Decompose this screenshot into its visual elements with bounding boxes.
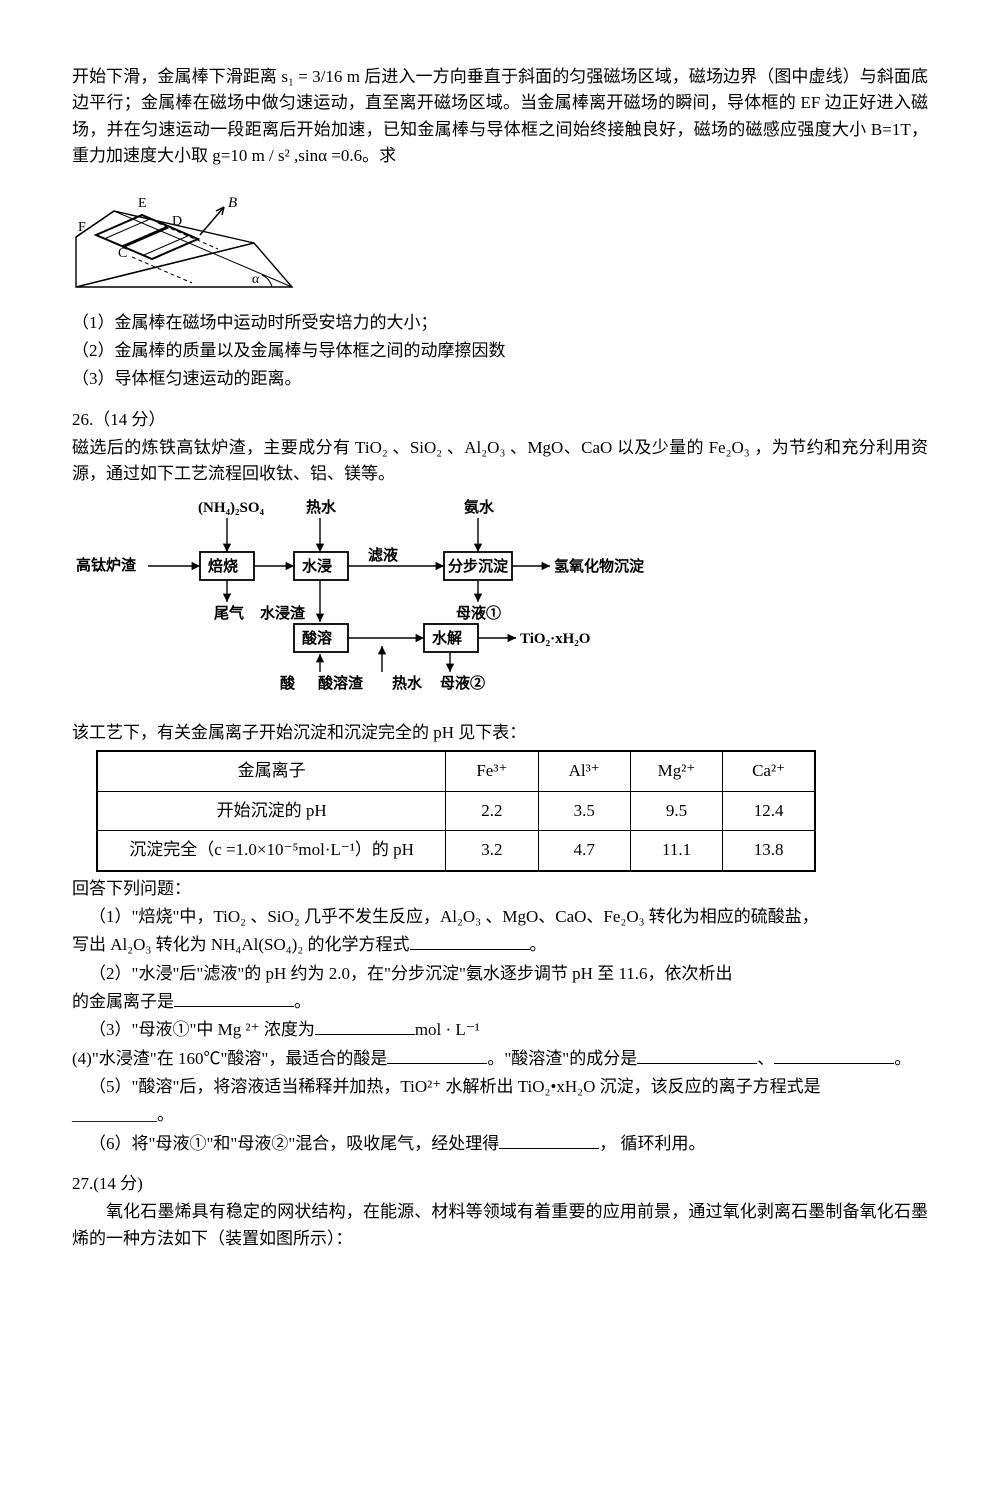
svg-text:F: F [78, 220, 86, 235]
p27-title: 27.(14 分) [72, 1171, 928, 1197]
svg-text:高钛炉渣: 高钛炉渣 [76, 556, 137, 574]
th-mg: Mg²⁺ [630, 751, 722, 791]
ph-table: 金属离子 Fe³⁺ Al³⁺ Mg²⁺ Ca²⁺ 开始沉淀的 pH 2.2 3.… [96, 750, 816, 871]
blank-a4a[interactable] [387, 1047, 487, 1064]
r2-fe: 3.2 [446, 831, 538, 871]
svg-text:酸溶: 酸溶 [302, 629, 332, 647]
th-ca: Ca²⁺ [723, 751, 815, 791]
th-al: Al³⁺ [538, 751, 630, 791]
p26-a2a: （2）"水浸"后"滤液"的 pH 约为 2.0，在"分步沉淀"氨水逐步调节 pH… [72, 961, 928, 987]
svg-text:滤液: 滤液 [368, 546, 399, 564]
r2-mg: 11.1 [630, 831, 722, 871]
svg-text:酸溶渣: 酸溶渣 [318, 674, 364, 692]
svg-text:分步沉淀: 分步沉淀 [448, 557, 509, 575]
svg-text:热水: 热水 [306, 498, 337, 516]
a2b-suf: 。 [294, 992, 311, 1011]
a4-sep: 、 [757, 1049, 774, 1068]
svg-text:氢氧化物沉淀: 氢氧化物沉淀 [554, 557, 645, 575]
a3-suf: mol · L⁻¹ [415, 1020, 480, 1039]
svg-text:D: D [172, 214, 182, 229]
r1-mg: 9.5 [630, 791, 722, 830]
p25-intro: 开始下滑，金属棒下滑距离 s₁ = 3/16 m 后进入一方向垂直于斜面的匀强磁… [72, 64, 928, 169]
blank-a4c[interactable] [774, 1047, 894, 1064]
svg-text:水浸: 水浸 [302, 557, 332, 575]
a3-pre: （3）"母液①"中 Mg ²⁺ 浓度为 [89, 1020, 315, 1039]
p26-a1b: 写出 Al₂O₃ 转化为 NH₄Al(SO₄)₂ 的化学方程式 。 [72, 932, 928, 958]
svg-text:水浸渣: 水浸渣 [260, 604, 306, 622]
incline-svg: F E D C B α [72, 177, 302, 295]
a2b-pre: 的金属离子是 [72, 992, 174, 1011]
blank-a6[interactable] [499, 1132, 599, 1149]
svg-text:母液②: 母液② [440, 674, 485, 692]
p26-a3: （3）"母液①"中 Mg ²⁺ 浓度为 mol · L⁻¹ [72, 1017, 928, 1043]
svg-text:C: C [118, 246, 127, 261]
p26-a5blank: __________。 [72, 1102, 928, 1128]
r1-fe: 2.2 [446, 791, 538, 830]
svg-text:热水: 热水 [392, 674, 423, 692]
blank-a2[interactable] [174, 990, 294, 1007]
r1-ca: 12.4 [723, 791, 815, 830]
r1-label: 开始沉淀的 pH [97, 791, 446, 830]
svg-text:水解: 水解 [432, 629, 462, 647]
svg-text:母液①: 母液① [456, 604, 501, 622]
blank-a1[interactable] [410, 933, 530, 950]
p26-a5: （5）"酸溶"后，将溶液适当稀释并加热，TiO²⁺ 水解析出 TiO₂•xH₂O… [72, 1074, 928, 1100]
a4-suf: 。 [894, 1049, 911, 1068]
svg-text:E: E [138, 196, 147, 211]
flow-svg: .bx{fill:#fff;stroke:#000;stroke-width:1… [72, 496, 672, 706]
a6-pre: （6）将"母液①"和"母液②"混合，吸收尾气，经处理得 [89, 1134, 499, 1153]
svg-text:酸: 酸 [280, 674, 296, 692]
a4-pre: (4)"水浸渣"在 160℃"酸溶"，最适合的酸是 [72, 1049, 387, 1068]
p26-intro: 磁选后的炼铁高钛炉渣，主要成分有 TiO₂ 、SiO₂ 、Al₂O₃ 、MgO、… [72, 435, 928, 488]
svg-text:B: B [228, 195, 237, 211]
svg-text:(NH₄)₂SO₄: (NH₄)₂SO₄ [198, 500, 264, 516]
svg-text:尾气: 尾气 [214, 604, 244, 622]
a1b-pre: 写出 Al₂O₃ 转化为 NH₄Al(SO₄)₂ 的化学方程式 [72, 935, 410, 954]
p26-table-intro: 该工艺下，有关金属离子开始沉淀和沉淀完全的 pH 见下表： [72, 720, 928, 746]
p27-body: 氧化石墨烯具有稳定的网状结构，在能源、材料等领域有着重要的应用前景，通过氧化剥离… [72, 1199, 928, 1252]
r2-ca: 13.8 [723, 831, 815, 871]
p26-a4: (4)"水浸渣"在 160℃"酸溶"，最适合的酸是 。"酸溶渣"的成分是 、 。 [72, 1046, 928, 1072]
svg-text:TiO₂·xH₂O: TiO₂·xH₂O [520, 631, 590, 647]
p26-title: 26.（14 分） [72, 407, 928, 433]
th-fe: Fe³⁺ [446, 751, 538, 791]
p26-a6: （6）将"母液①"和"母液②"混合，吸收尾气，经处理得 ， 循环利用。 [72, 1131, 928, 1157]
p26-a1a: （1）"焙烧"中，TiO₂ 、SiO₂ 几乎不发生反应，Al₂O₃ 、MgO、C… [72, 904, 928, 930]
svg-text:α: α [252, 272, 260, 287]
th-ion: 金属离子 [97, 751, 446, 791]
r2-al: 4.7 [538, 831, 630, 871]
a4-mid: 。"酸溶渣"的成分是 [487, 1049, 637, 1068]
p25-q3: （3）导体框匀速运动的距离。 [72, 366, 928, 392]
p25-q2: （2）金属棒的质量以及金属棒与导体框之间的动摩擦因数 [72, 338, 928, 364]
r1-al: 3.5 [538, 791, 630, 830]
flow-figure: .bx{fill:#fff;stroke:#000;stroke-width:1… [72, 496, 928, 714]
p25-q1: （1）金属棒在磁场中运动时所受安培力的大小； [72, 310, 928, 336]
a1b-suf: 。 [530, 935, 547, 954]
svg-text:焙烧: 焙烧 [208, 557, 238, 575]
p26-answer-head: 回答下列问题： [72, 876, 928, 902]
svg-text:氨水: 氨水 [464, 498, 495, 516]
p26-a2b: 的金属离子是 。 [72, 989, 928, 1015]
blank-a3[interactable] [315, 1018, 415, 1035]
blank-a4b[interactable] [637, 1047, 757, 1064]
r2-label: 沉淀完全（c =1.0×10⁻⁵mol·L⁻¹）的 pH [97, 831, 446, 871]
a6-suf: ， 循环利用。 [599, 1134, 705, 1153]
incline-figure: F E D C B α [72, 177, 928, 303]
